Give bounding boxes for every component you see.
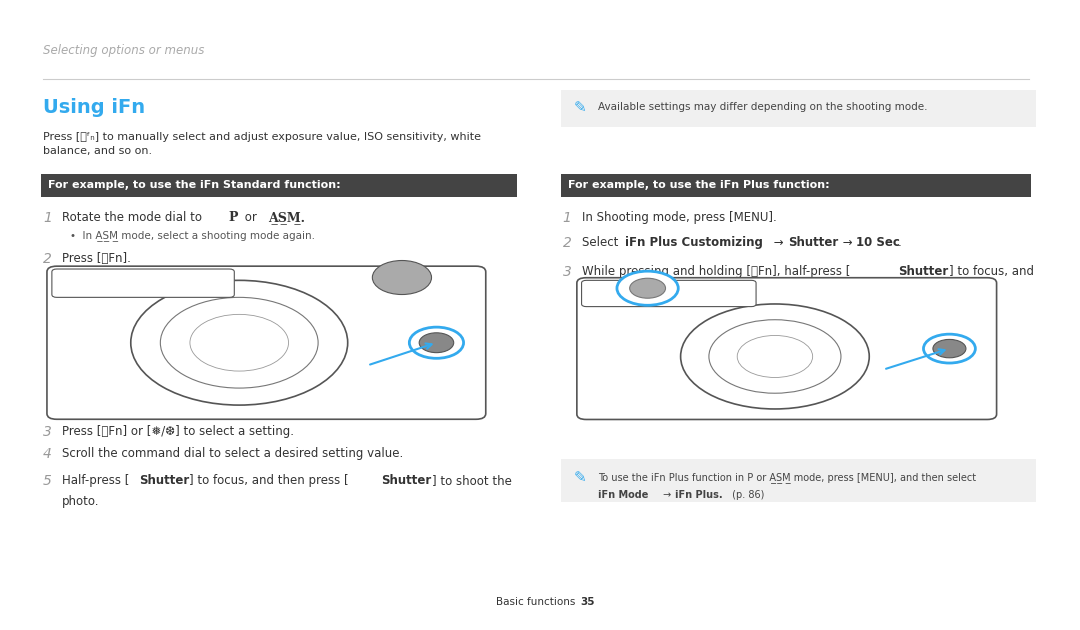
Text: ] to shoot the: ] to shoot the (432, 474, 512, 487)
Text: Shutter: Shutter (787, 236, 838, 249)
Text: Shutter: Shutter (666, 285, 717, 298)
Text: Shutter: Shutter (899, 265, 948, 278)
FancyBboxPatch shape (561, 90, 1037, 127)
Text: ] to focus, and then press [: ] to focus, and then press [ (189, 474, 348, 487)
Text: 35: 35 (580, 597, 595, 607)
Text: While pressing and holding [ⓘFn], half-press [: While pressing and holding [ⓘFn], half-p… (582, 265, 850, 278)
Text: (p. 86): (p. 86) (729, 490, 765, 500)
Text: For example, to use the iFn Standard function:: For example, to use the iFn Standard fun… (49, 180, 341, 190)
Text: Shutter: Shutter (139, 474, 190, 487)
Text: 2: 2 (563, 236, 571, 250)
Text: .: . (899, 236, 902, 249)
Text: Shutter: Shutter (381, 474, 432, 487)
Text: Press [ⓘFn].: Press [ⓘFn]. (63, 252, 131, 265)
Text: 5: 5 (43, 474, 52, 488)
Text: Selecting options or menus: Selecting options or menus (43, 43, 204, 57)
Text: For example, to use the iFn Plus function:: For example, to use the iFn Plus functio… (568, 180, 829, 190)
FancyBboxPatch shape (561, 174, 1031, 197)
Text: photo.: photo. (63, 495, 99, 508)
Text: Press [ⓘᶠₙ] to manually select and adjust exposure value, ISO sensitivity, white: Press [ⓘᶠₙ] to manually select and adjus… (43, 132, 481, 156)
Text: Press [ⓘFn] or [❅/❆] to select a setting.: Press [ⓘFn] or [❅/❆] to select a setting… (63, 425, 294, 438)
FancyBboxPatch shape (561, 459, 1037, 502)
Text: 4: 4 (43, 447, 52, 461)
Text: •  In A̲S̲M̲ mode, select a shooting mode again.: • In A̲S̲M̲ mode, select a shooting mode… (70, 230, 314, 241)
Text: Select: Select (582, 236, 622, 249)
Text: Half-press [: Half-press [ (63, 474, 130, 487)
Text: iFn Plus.: iFn Plus. (675, 490, 723, 500)
Text: or: or (241, 211, 260, 224)
Text: iFn Mode: iFn Mode (598, 490, 648, 500)
Text: then press [: then press [ (582, 285, 653, 298)
Text: →: → (660, 490, 675, 500)
Text: Scroll the command dial to select a desired setting value.: Scroll the command dial to select a desi… (63, 447, 404, 461)
Text: →: → (839, 236, 856, 249)
Text: Using iFn: Using iFn (43, 98, 145, 117)
Text: →: → (770, 236, 787, 249)
Text: Available settings may differ depending on the shooting mode.: Available settings may differ depending … (598, 102, 928, 112)
Text: ✎: ✎ (573, 470, 586, 485)
Text: P: P (228, 211, 238, 224)
Text: A̲S̲M̲.: A̲S̲M̲. (268, 211, 305, 224)
Text: ✎: ✎ (573, 100, 586, 115)
Text: 1: 1 (563, 211, 571, 225)
Text: Rotate the mode dial to: Rotate the mode dial to (63, 211, 206, 224)
Text: iFn Plus Customizing: iFn Plus Customizing (625, 236, 762, 249)
Text: 3: 3 (43, 425, 52, 439)
Text: Basic functions: Basic functions (496, 597, 576, 607)
Text: 3: 3 (563, 265, 571, 278)
Text: 1: 1 (43, 211, 52, 225)
Text: ] to focus, and: ] to focus, and (948, 265, 1034, 278)
FancyBboxPatch shape (41, 174, 516, 197)
Text: 10 Sec: 10 Sec (856, 236, 901, 249)
Text: ] to shoot the photo.: ] to shoot the photo. (718, 285, 839, 298)
Text: In Shooting mode, press [MENU].: In Shooting mode, press [MENU]. (582, 211, 777, 224)
Text: 2: 2 (43, 252, 52, 266)
Text: To use the iFn Plus function in P or A̲S̲M̲ mode, press [MENU], and then select: To use the iFn Plus function in P or A̲S… (598, 472, 976, 483)
